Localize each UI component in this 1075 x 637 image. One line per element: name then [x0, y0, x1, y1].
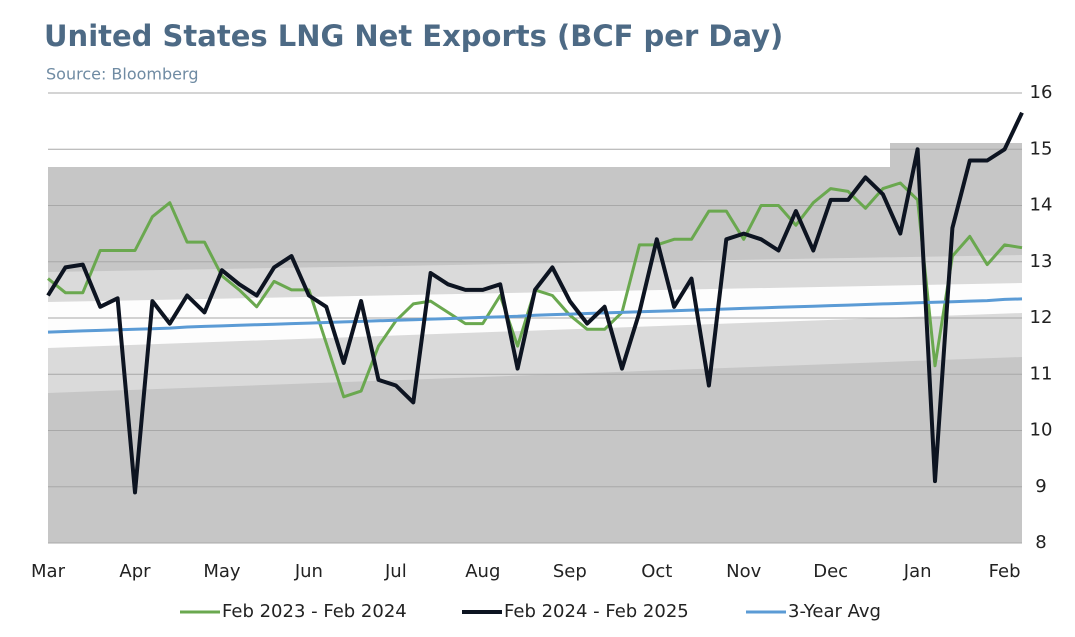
x-tick-label: Oct [641, 561, 672, 582]
y-tick-label: 13 [1030, 251, 1053, 272]
x-tick-label: Aug [465, 561, 500, 582]
y-tick-label: 14 [1030, 195, 1053, 216]
legend-label: Feb 2024 - Feb 2025 [504, 601, 689, 622]
x-tick-label: Jun [294, 561, 323, 582]
y-tick-label: 16 [1030, 82, 1053, 103]
y-tick-label: 10 [1030, 420, 1053, 441]
x-tick-label: Feb [989, 561, 1021, 582]
range-shading [48, 143, 1022, 543]
y-tick-label: 12 [1030, 307, 1053, 328]
legend-label: Feb 2023 - Feb 2024 [222, 601, 407, 622]
series-line [46, 111, 1024, 495]
y-tick-label: 8 [1035, 532, 1046, 553]
y-tick-label: 9 [1035, 476, 1046, 497]
x-tick-label: Nov [726, 561, 761, 582]
x-tick-label: Dec [813, 561, 848, 582]
x-tick-label: Jul [384, 561, 407, 582]
x-tick-label: Mar [31, 561, 66, 582]
x-tick-label: Apr [119, 561, 151, 582]
chart-subtitle: Source: Bloomberg [46, 65, 198, 84]
y-tick-label: 15 [1030, 138, 1053, 159]
series-line [47, 297, 1023, 334]
legend-label: 3-Year Avg [788, 601, 881, 622]
x-tick-label: Jan [903, 561, 932, 582]
y-tick-label: 11 [1030, 363, 1053, 384]
x-tick-label: May [203, 561, 241, 582]
x-tick-label: Sep [553, 561, 587, 582]
chart-title: United States LNG Net Exports (BCF per D… [44, 19, 783, 53]
